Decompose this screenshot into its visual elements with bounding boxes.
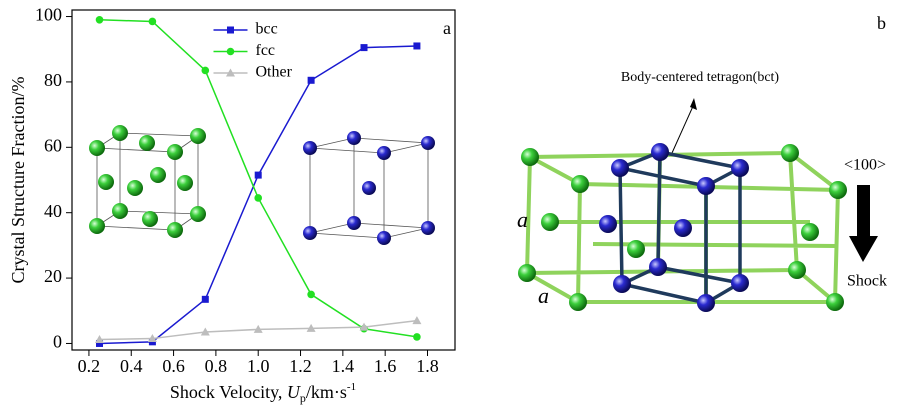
chart-panel: a Crystal Structure Fraction/% Shock Vel… bbox=[8, 5, 455, 405]
annotation-arrow bbox=[672, 104, 694, 153]
marker bbox=[202, 296, 209, 303]
y-tick-label: 80 bbox=[44, 70, 62, 90]
marker bbox=[202, 67, 210, 75]
x-tick-label: 1.4 bbox=[332, 356, 355, 376]
panel-label: a bbox=[443, 18, 451, 38]
x-tick-label: 1.6 bbox=[374, 356, 397, 376]
edge-label: a bbox=[517, 207, 528, 232]
y-tick-label: 40 bbox=[44, 201, 62, 221]
y-tick-label: 100 bbox=[35, 5, 62, 25]
x-tick-label: 0.2 bbox=[78, 356, 101, 376]
marker bbox=[361, 44, 368, 51]
y-tick-label: 0 bbox=[53, 332, 62, 352]
figure: a Crystal Structure Fraction/% Shock Vel… bbox=[0, 0, 899, 410]
diagram-panel: b Body-centered tetragon(bct) a a <100> … bbox=[517, 13, 887, 312]
direction-label: <100> bbox=[844, 157, 886, 174]
x-tick-label: 0.8 bbox=[205, 356, 228, 376]
fcc-inset bbox=[89, 125, 206, 238]
x-tick-label: 1.2 bbox=[289, 356, 312, 376]
annotation: Body-centered tetragon(bct) bbox=[621, 70, 780, 85]
y-tick-label: 20 bbox=[44, 266, 62, 286]
bcc-inset bbox=[303, 131, 435, 245]
legend-label: Other bbox=[256, 64, 293, 81]
legend-label: fcc bbox=[256, 42, 276, 59]
x-label-text: Shock Velocity, bbox=[170, 382, 287, 402]
plot-frame bbox=[72, 10, 455, 350]
x-tick-label: 0.6 bbox=[162, 356, 185, 376]
x-tick-label: 1.0 bbox=[247, 356, 270, 376]
y-axis-label: Crystal Structure Fraction/% bbox=[8, 77, 28, 284]
marker bbox=[255, 172, 262, 179]
x-tick-label: 1.8 bbox=[416, 356, 439, 376]
shock-arrow bbox=[849, 185, 878, 262]
marker bbox=[412, 316, 421, 324]
atoms bbox=[518, 143, 847, 312]
marker bbox=[254, 194, 262, 202]
x-label-unit: /km·s bbox=[306, 382, 347, 402]
marker bbox=[413, 333, 421, 341]
marker bbox=[308, 77, 315, 84]
edge-label: a bbox=[538, 283, 549, 308]
marker bbox=[96, 16, 104, 24]
legend-label: bcc bbox=[256, 21, 278, 38]
annotation-arrowhead bbox=[690, 98, 697, 110]
x-label-sup: -1 bbox=[347, 381, 356, 393]
x-label-var: U bbox=[287, 382, 301, 402]
marker bbox=[307, 291, 315, 299]
marker bbox=[413, 42, 420, 49]
shock-label: Shock bbox=[847, 273, 887, 290]
legend-marker bbox=[227, 27, 234, 34]
legend-marker bbox=[227, 48, 235, 56]
panel-label: b bbox=[877, 13, 886, 33]
marker bbox=[149, 18, 157, 26]
y-tick-label: 60 bbox=[44, 135, 62, 155]
x-tick-label: 0.4 bbox=[120, 356, 143, 376]
x-axis-label: Shock Velocity, Up/km·s-1 bbox=[170, 381, 356, 405]
